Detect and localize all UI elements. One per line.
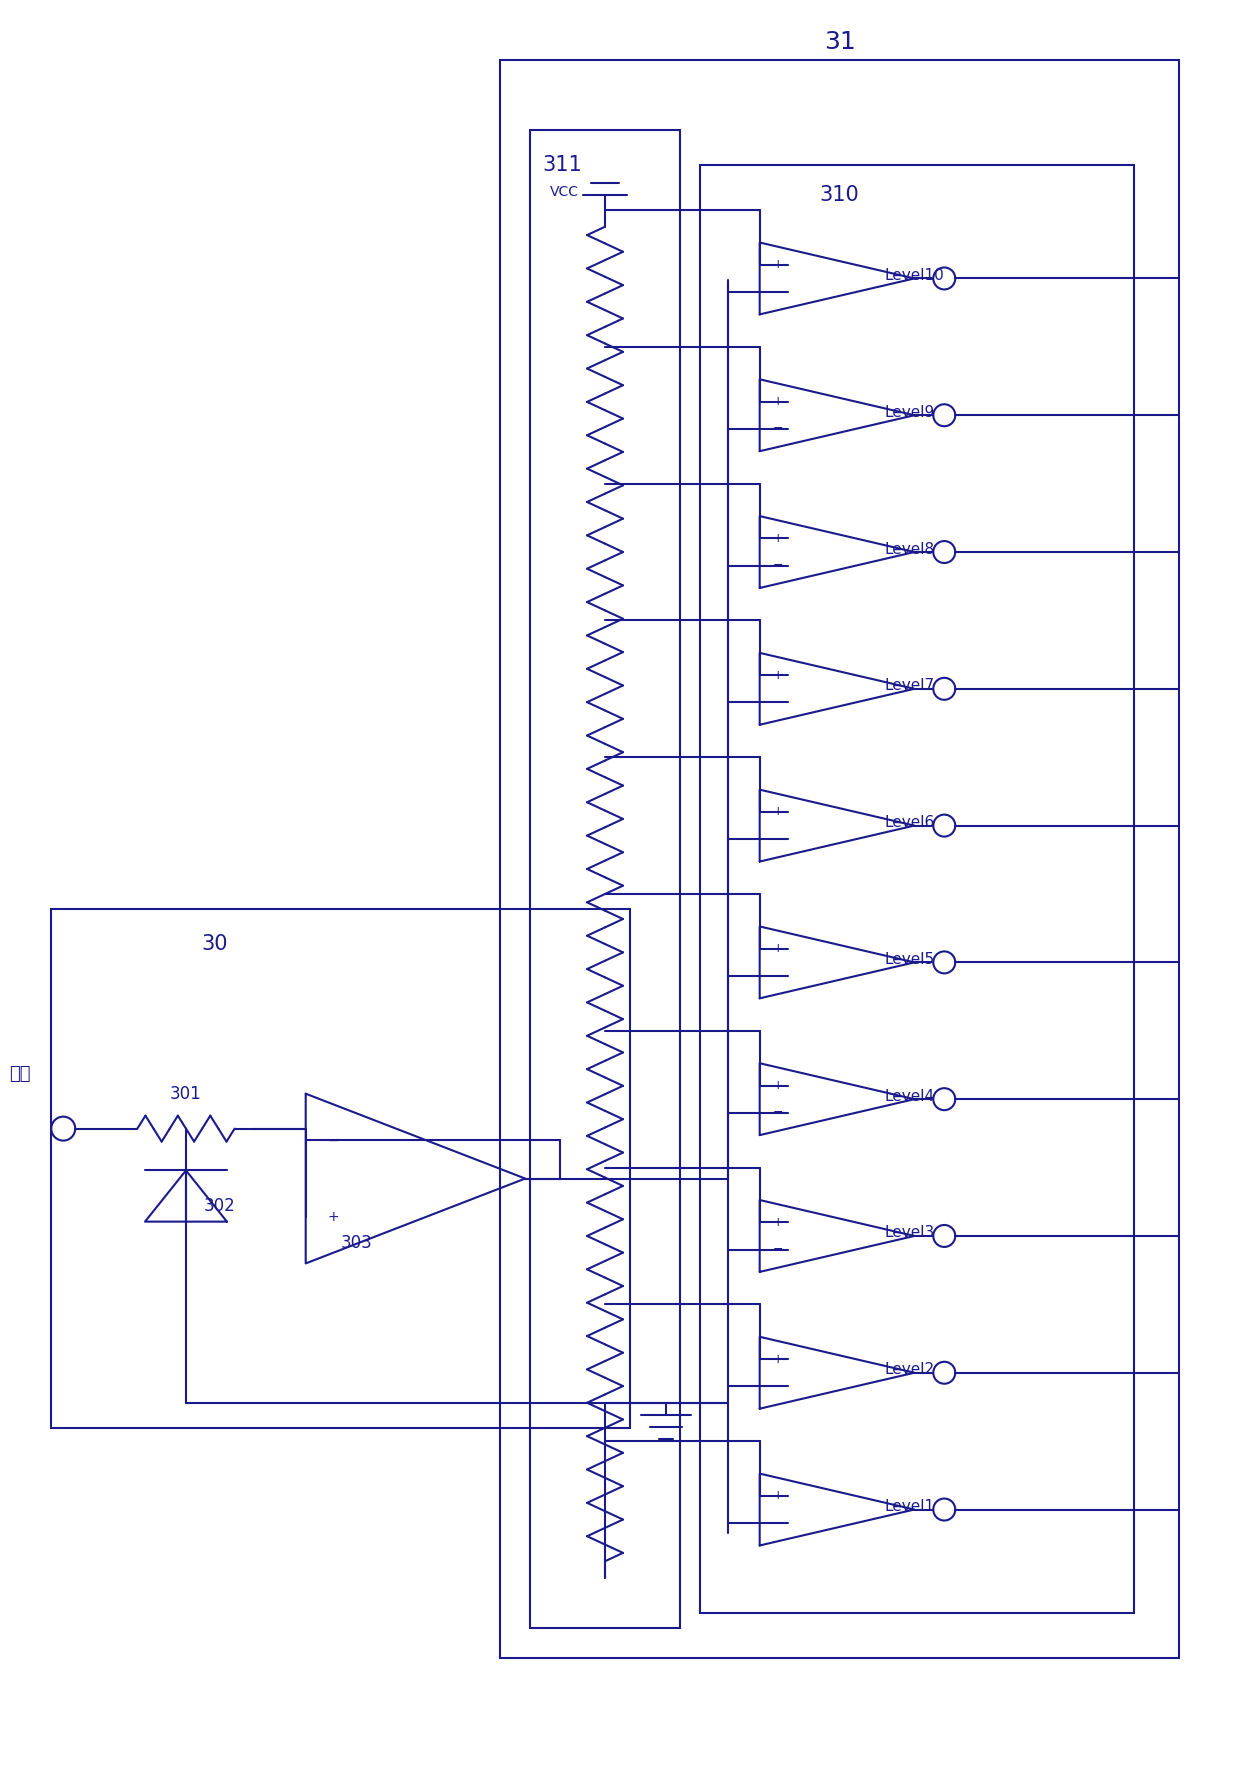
Text: 30: 30 [201,934,227,954]
Bar [699,165,1133,1614]
Text: VCC: VCC [551,185,579,199]
Text: +: + [773,395,782,407]
Bar [500,60,1179,1658]
Circle shape [934,1361,955,1384]
Text: Level9: Level9 [884,406,935,420]
Circle shape [934,1089,955,1110]
Text: Level6: Level6 [884,815,935,831]
Text: Level3: Level3 [884,1226,935,1240]
Circle shape [934,267,955,290]
Text: +: + [773,943,782,955]
Text: Level2: Level2 [884,1363,935,1377]
Text: 301: 301 [170,1085,202,1103]
Text: Level10: Level10 [884,269,944,283]
Circle shape [934,541,955,562]
Circle shape [934,1498,955,1521]
Text: −: − [773,970,782,982]
Text: −: − [773,833,782,845]
Text: +: + [773,532,782,544]
Text: +: + [773,1489,782,1503]
Text: +: + [773,1352,782,1366]
Circle shape [51,1117,76,1140]
Text: Level7: Level7 [884,678,935,694]
Text: +: + [327,1210,340,1224]
Circle shape [934,1226,955,1247]
Circle shape [934,815,955,836]
Text: −: − [773,422,782,436]
Text: −: − [773,559,782,573]
Text: −: − [773,286,782,299]
Text: −: − [327,1133,340,1147]
Text: 303: 303 [341,1235,372,1252]
Circle shape [934,404,955,427]
Text: 302: 302 [203,1197,236,1215]
Text: −: − [773,1381,782,1393]
Bar [51,909,630,1429]
Text: −: − [773,1244,782,1256]
Text: +: + [773,669,782,681]
Bar [531,130,680,1628]
Text: +: + [773,1215,782,1229]
Text: −: − [773,1107,782,1119]
Circle shape [934,678,955,699]
Text: Level4: Level4 [884,1089,935,1103]
Text: Level8: Level8 [884,541,935,557]
Text: 311: 311 [542,155,582,174]
Text: Level1: Level1 [884,1500,935,1514]
Text: +: + [773,1080,782,1092]
Text: −: − [773,696,782,710]
Text: 输入: 输入 [10,1064,31,1083]
Text: +: + [773,258,782,270]
Text: 310: 310 [820,185,859,205]
Text: −: − [773,1517,782,1530]
Circle shape [934,952,955,973]
Text: 31: 31 [823,30,856,55]
Text: Level5: Level5 [884,952,935,968]
Text: +: + [773,806,782,818]
